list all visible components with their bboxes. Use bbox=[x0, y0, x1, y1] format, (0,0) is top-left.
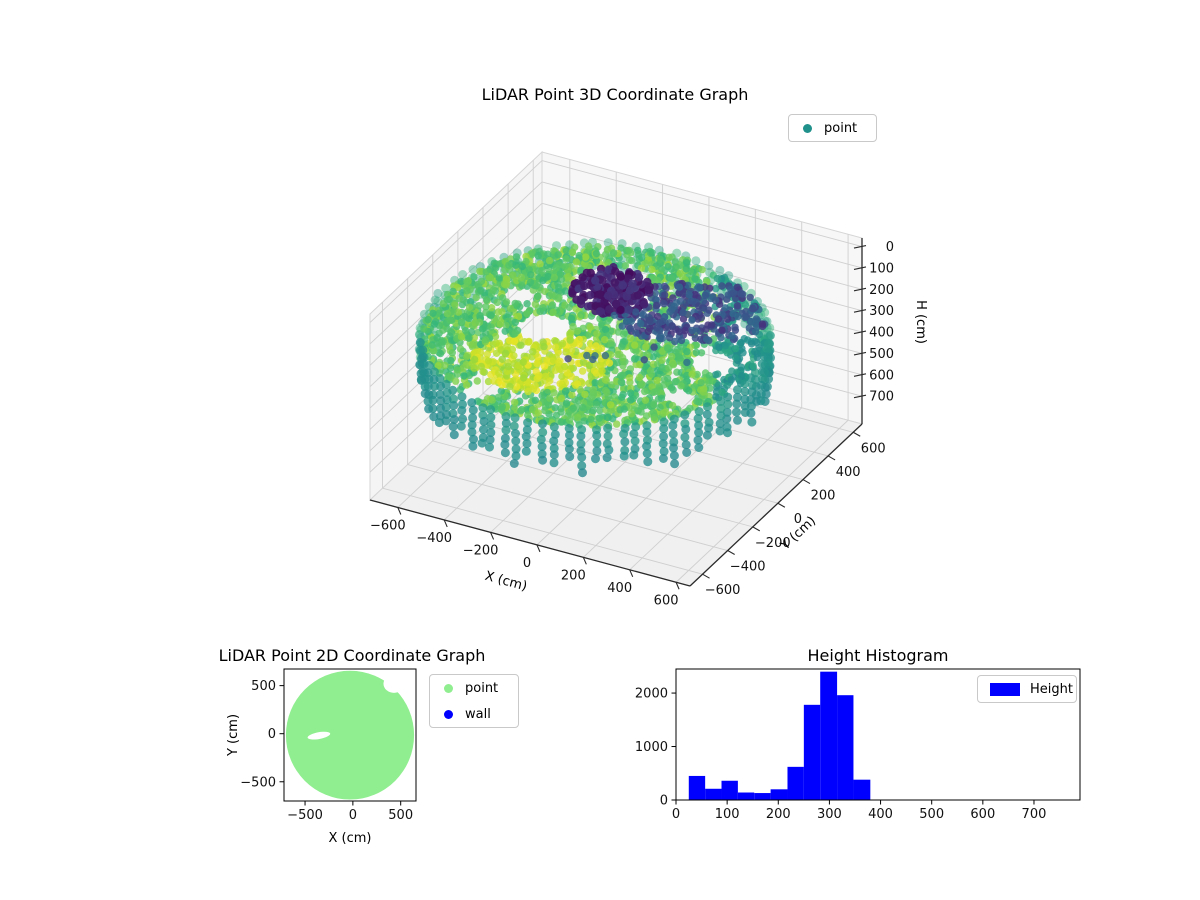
hist-bar bbox=[737, 792, 755, 800]
svg-text:400: 400 bbox=[868, 807, 893, 822]
svg-text:1000: 1000 bbox=[635, 740, 668, 755]
svg-text:300: 300 bbox=[817, 807, 842, 822]
svg-text:0: 0 bbox=[660, 794, 668, 809]
hist-legend-item-height: Height bbox=[978, 676, 1076, 702]
plot2d-legend: point wall bbox=[429, 674, 519, 728]
hist-legend-label: Height bbox=[1030, 681, 1073, 697]
hist-tick-labels: 0 100 200 300 400 500 600 700 0 1000 2000 bbox=[635, 687, 1046, 822]
plot2d-xlabel: X (cm) bbox=[329, 831, 372, 846]
hist-bar bbox=[688, 775, 706, 800]
hist-bar bbox=[787, 766, 804, 800]
plot3d-point-cloud bbox=[414, 237, 775, 478]
plot2d-legend-label-wall: wall bbox=[465, 706, 491, 722]
svg-text:500: 500 bbox=[869, 347, 894, 362]
height-swatch-icon bbox=[990, 682, 1020, 696]
plot2d-point-blob bbox=[285, 670, 415, 800]
plot3d-axis-lines bbox=[369, 238, 863, 587]
hist-axes bbox=[675, 668, 1081, 801]
hist-bar bbox=[754, 793, 771, 800]
hist-bar bbox=[853, 779, 871, 800]
svg-text:−600: −600 bbox=[370, 518, 406, 533]
hist-bar bbox=[803, 704, 821, 800]
plot2d-tick-labels: −500 0 500 500 0 −500 bbox=[240, 679, 413, 823]
svg-text:200: 200 bbox=[766, 807, 791, 822]
wall-marker-icon bbox=[444, 709, 453, 719]
svg-text:−200: −200 bbox=[463, 543, 499, 558]
hist-bar bbox=[837, 695, 854, 800]
svg-text:−500: −500 bbox=[240, 775, 276, 790]
svg-text:100: 100 bbox=[869, 261, 894, 276]
svg-text:0: 0 bbox=[268, 727, 276, 742]
svg-text:200: 200 bbox=[811, 489, 836, 504]
plot2d-axes bbox=[283, 668, 417, 802]
hist-legend: Height bbox=[977, 675, 1077, 703]
svg-text:400: 400 bbox=[869, 326, 894, 341]
plot3d-legend-item-point: point bbox=[789, 115, 876, 141]
hist-bar bbox=[705, 788, 722, 800]
plot2d-legend-item-point: point bbox=[430, 675, 518, 701]
svg-text:400: 400 bbox=[836, 465, 861, 480]
svg-text:0: 0 bbox=[672, 807, 680, 822]
plot3d-title: LiDAR Point 3D Coordinate Graph bbox=[481, 85, 749, 104]
plot2d-title: LiDAR Point 2D Coordinate Graph bbox=[218, 646, 486, 665]
svg-text:600: 600 bbox=[654, 593, 679, 608]
svg-text:200: 200 bbox=[869, 283, 894, 298]
plot3d-zlabel: H (cm) bbox=[913, 300, 928, 344]
hist-bar bbox=[820, 671, 838, 800]
svg-text:−500: −500 bbox=[287, 808, 323, 823]
svg-text:600: 600 bbox=[970, 807, 995, 822]
svg-text:−400: −400 bbox=[730, 560, 766, 575]
point-marker-icon bbox=[444, 683, 453, 693]
point-marker-icon bbox=[803, 123, 812, 133]
svg-text:0: 0 bbox=[523, 556, 531, 571]
hist-bar bbox=[721, 780, 738, 800]
svg-text:100: 100 bbox=[715, 807, 740, 822]
svg-text:2000: 2000 bbox=[635, 687, 668, 702]
plot2d-legend-label-point: point bbox=[465, 680, 499, 696]
svg-text:500: 500 bbox=[388, 808, 413, 823]
svg-text:500: 500 bbox=[919, 807, 944, 822]
svg-text:600: 600 bbox=[869, 368, 894, 383]
svg-text:0: 0 bbox=[349, 808, 357, 823]
svg-text:600: 600 bbox=[861, 441, 886, 456]
svg-text:300: 300 bbox=[869, 304, 894, 319]
plot3d-xlabel: X (cm) bbox=[483, 569, 528, 595]
svg-text:400: 400 bbox=[607, 581, 632, 596]
svg-text:700: 700 bbox=[869, 390, 894, 405]
svg-text:0: 0 bbox=[886, 240, 894, 255]
hist-bars bbox=[688, 671, 871, 800]
hist-bar bbox=[770, 789, 788, 800]
plot3d-legend: point bbox=[788, 114, 877, 142]
svg-text:700: 700 bbox=[1022, 807, 1047, 822]
plot3d-tick-labels: −600−400−2000200400600−600−400−200020040… bbox=[370, 240, 894, 608]
plot2d-legend-item-wall: wall bbox=[430, 701, 518, 727]
svg-text:0: 0 bbox=[794, 512, 802, 527]
plot2d-ylabel: Y (cm) bbox=[226, 714, 241, 757]
svg-text:−600: −600 bbox=[705, 583, 741, 598]
hist-title: Height Histogram bbox=[807, 646, 949, 665]
svg-text:500: 500 bbox=[251, 679, 276, 694]
plot3d-legend-label: point bbox=[824, 120, 858, 136]
svg-text:−400: −400 bbox=[416, 531, 452, 546]
svg-text:200: 200 bbox=[561, 568, 586, 583]
svg-text:−200: −200 bbox=[755, 536, 791, 551]
